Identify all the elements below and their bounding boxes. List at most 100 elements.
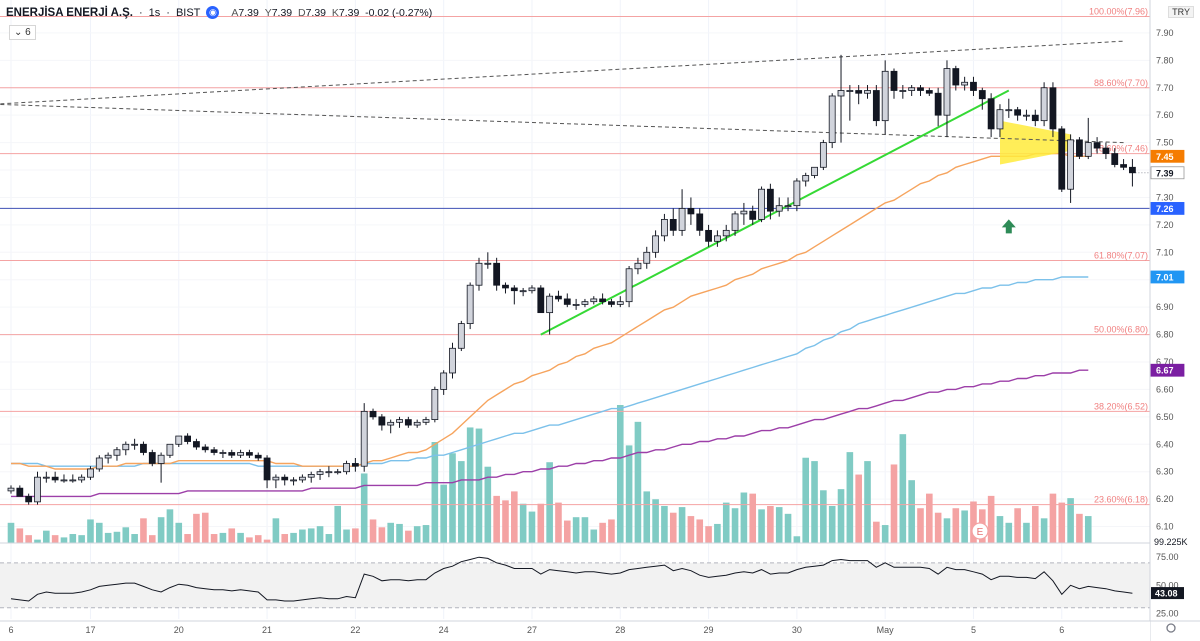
price-axis-bg: [1150, 0, 1200, 641]
price-tick-label: 7.90: [1156, 28, 1174, 38]
price-tick-label: 6.40: [1156, 439, 1174, 449]
volume-bar: [263, 539, 271, 543]
volume-bar: [767, 505, 774, 543]
candle-body: [184, 435, 192, 442]
rsi-badge-label: 43.08: [1155, 589, 1178, 599]
volume-bar: [722, 502, 730, 543]
fib-level-label: 23.60%(6.18): [1094, 495, 1148, 505]
time-tick-label: 6: [1059, 625, 1064, 635]
candle-body: [722, 229, 730, 237]
volume-bar: [175, 522, 183, 543]
currency-label[interactable]: TRY: [1168, 6, 1194, 18]
volume-bar: [96, 522, 103, 543]
candle-body: [669, 218, 677, 231]
candle-body: [502, 284, 509, 289]
volume-bar: [758, 509, 765, 543]
price-tick-label: 6.50: [1156, 412, 1174, 422]
price-badge-label: 7.01: [1156, 272, 1174, 282]
volume-bar: [926, 493, 933, 543]
candle-body: [784, 205, 792, 208]
volume-bar: [166, 509, 174, 543]
eye-icon[interactable]: ◉: [206, 6, 220, 19]
separator-dot: ·: [138, 6, 143, 19]
candle-body: [281, 476, 289, 481]
candle-body: [60, 479, 68, 482]
candle-body: [643, 251, 651, 264]
price-tick-label: 6.70: [1156, 357, 1174, 367]
time-axis[interactable]: 6 17 20 21 22 24 27 28 29 30 May 5 6: [0, 620, 1200, 641]
volume-bar: [917, 508, 924, 543]
volume-bar: [873, 521, 880, 543]
candle-body: [802, 175, 810, 182]
candle-body: [714, 235, 721, 242]
symbol-name[interactable]: ENERJİSA ENERJİ A.Ş.: [6, 6, 133, 19]
candle-body: [140, 443, 147, 453]
volume-bar: [219, 532, 227, 543]
candle-body: [104, 454, 112, 459]
price-axis[interactable]: 6.106.206.306.406.506.606.706.806.907.00…: [1149, 0, 1200, 641]
ma-orange-line: [11, 152, 1089, 470]
volume-bar: [422, 525, 430, 543]
volume-bar: [528, 511, 536, 543]
candle-body: [360, 410, 368, 467]
candle-body: [1040, 87, 1048, 122]
candle-body: [864, 90, 871, 94]
time-tick-label: 6: [8, 625, 13, 635]
volume-bar: [669, 512, 677, 543]
candle-body: [1049, 87, 1057, 130]
up-arrow-icon: [1001, 219, 1016, 234]
volume-bar: [811, 461, 818, 543]
volume-bar: [793, 536, 801, 543]
volume-bar: [7, 522, 15, 543]
volume-bar: [16, 528, 24, 543]
candle-body: [201, 446, 209, 451]
volume-bar: [466, 427, 474, 543]
price-badge-label: 7.26: [1156, 204, 1174, 214]
volume-bar: [299, 529, 306, 543]
volume-bar: [616, 405, 624, 543]
time-axis-bg: [0, 621, 1150, 641]
volume-bar: [775, 507, 783, 543]
volume-bar: [25, 535, 32, 543]
candle-body: [555, 295, 562, 300]
candle-body: [881, 70, 889, 122]
volume-badge-bg: [1151, 536, 1199, 548]
candle-body: [466, 284, 474, 325]
volume-indicator-badge[interactable]: ⌄ 6: [9, 25, 36, 40]
candle-body: [272, 476, 280, 481]
fib-level-label: 78.60%(7.46): [1094, 144, 1148, 154]
time-tick-label: 30: [792, 625, 802, 635]
volume-bar: [784, 513, 792, 543]
candle-body: [766, 188, 774, 212]
rsi-tick-label: 25.00: [1156, 608, 1179, 618]
volume-bar: [122, 527, 130, 543]
volume-bar: [572, 517, 580, 543]
candle-body: [978, 90, 986, 100]
volume-bar: [731, 508, 739, 543]
interval[interactable]: 1s: [148, 6, 161, 19]
candle-body: [404, 419, 412, 426]
candle-body: [581, 301, 589, 305]
candle-body: [95, 457, 103, 470]
volume-bar: [961, 510, 968, 543]
volume-bar: [581, 517, 589, 543]
volume-bar: [87, 519, 94, 543]
drawings[interactable]: E: [0, 40, 1124, 540]
candle-body: [166, 443, 174, 456]
time-tick-label: May: [877, 625, 895, 635]
candle-body: [572, 304, 580, 306]
volume-bar: [113, 531, 121, 543]
candle-body: [740, 210, 748, 215]
price-badge: [1150, 202, 1185, 215]
candle-body: [872, 90, 880, 122]
time-tick-label: 5: [971, 625, 976, 635]
volume-bar: [34, 539, 41, 543]
candle-body: [634, 262, 642, 270]
ohlc-value: 7.39: [238, 6, 259, 19]
volume-bar: [661, 505, 668, 543]
candle-body: [475, 262, 483, 286]
separator-dot: ·: [166, 6, 170, 19]
volume-bar: [440, 484, 447, 543]
volume-bar: [908, 480, 915, 543]
